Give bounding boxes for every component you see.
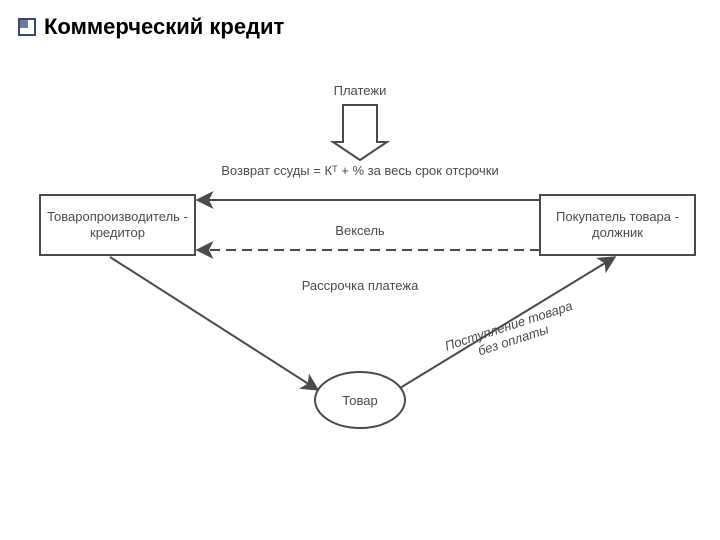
installment-label: Рассрочка платежа <box>302 278 419 293</box>
delivery-label: Поступление товарабез оплаты <box>443 298 579 368</box>
diagram-canvas: Платежи Возврат ссуды = Кᵀ + % за весь ср… <box>0 0 720 540</box>
payments-arrow-icon <box>333 105 387 160</box>
svg-text:Поступление товарабез оплаты: Поступление товарабез оплаты <box>443 298 579 368</box>
producer-to-goods <box>110 257 318 390</box>
payments-label: Платежи <box>334 83 387 98</box>
loan_return-label: Возврат ссуды = Кᵀ + % за весь срок отср… <box>221 163 498 178</box>
goods-label: Товар <box>342 393 377 408</box>
bill-label: Вексель <box>335 223 385 238</box>
